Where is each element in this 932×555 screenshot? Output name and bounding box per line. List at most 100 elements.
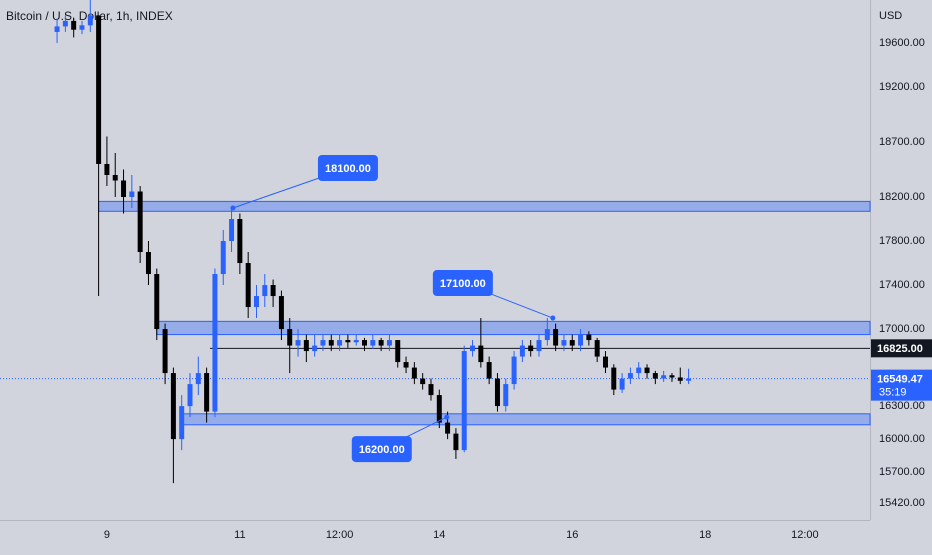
candle-body [345, 340, 351, 343]
candle-body [278, 296, 284, 330]
candle [362, 337, 368, 352]
x-tick-label: 14 [433, 529, 445, 541]
candle [586, 331, 592, 346]
candle-body [569, 340, 575, 346]
candle [79, 20, 85, 35]
candle [295, 329, 301, 357]
candle-body [544, 329, 550, 341]
callout-box [432, 270, 493, 297]
candle-body [411, 367, 417, 379]
candle-body [145, 252, 151, 275]
x-tick-label: 18 [699, 529, 711, 541]
candle [345, 334, 351, 348]
candle-body [204, 373, 210, 412]
candle [561, 334, 567, 352]
candle [237, 213, 243, 275]
candle-body [494, 378, 500, 407]
candle-body [478, 345, 484, 363]
candle-body [121, 180, 127, 197]
y-tick-label: 17000.00 [879, 323, 925, 335]
candle [619, 373, 625, 393]
candle-body [287, 329, 293, 346]
candle [370, 334, 376, 349]
candle-body [677, 377, 683, 381]
candle [337, 334, 343, 352]
candle [636, 362, 642, 379]
candle [96, 15, 102, 297]
candle [87, 0, 93, 32]
candle [428, 378, 434, 401]
x-tick-label: 11 [234, 529, 245, 541]
candle [544, 318, 550, 346]
candle-body [137, 191, 143, 253]
candle-body [362, 340, 368, 346]
candle-body [71, 20, 77, 30]
y-tick-label: 15420.00 [879, 497, 925, 509]
candle-body [378, 340, 384, 346]
candle [320, 334, 326, 352]
candle-body [129, 191, 135, 197]
candle-body [619, 378, 625, 390]
candle-body [586, 334, 592, 341]
candle [386, 334, 392, 352]
candle [403, 356, 409, 374]
candle-body [561, 340, 567, 346]
candle [62, 15, 68, 32]
candle [303, 334, 309, 363]
candle-body [237, 219, 243, 264]
candle-body [320, 340, 326, 346]
candle [71, 17, 77, 38]
candle-body [486, 362, 492, 379]
y-tick-label: 17400.00 [879, 279, 925, 291]
candle-body [428, 384, 434, 396]
candle [195, 356, 201, 396]
candle-body [229, 219, 235, 242]
candle [494, 373, 500, 412]
candle [220, 230, 226, 286]
candle [602, 351, 608, 374]
y-tick-label: 17800.00 [879, 235, 925, 247]
candle [212, 268, 218, 418]
candle [54, 18, 60, 43]
y-tick-label: 15700.00 [879, 466, 925, 478]
y-tick-label: 19200.00 [879, 81, 925, 93]
candle [677, 367, 683, 385]
zone [181, 413, 871, 426]
y-tick-label: 18200.00 [879, 191, 925, 203]
candle-body [594, 340, 600, 357]
candle [461, 345, 467, 453]
candle [154, 268, 160, 341]
candle-body [79, 25, 85, 30]
candle-body [627, 373, 633, 379]
candle [661, 370, 667, 382]
candle-body [303, 340, 309, 352]
candle [669, 373, 675, 382]
candle [594, 337, 600, 363]
callout-label: 18100.00 [325, 163, 371, 175]
candle [553, 323, 559, 352]
candle-body [652, 373, 658, 379]
candle-body [328, 340, 334, 346]
callout-box [351, 436, 412, 463]
price-tag-label: 16825.00 [877, 343, 923, 355]
candle-body [386, 340, 392, 346]
candle [652, 370, 658, 385]
candle-body [62, 20, 68, 27]
candle [328, 334, 334, 352]
candle-body [536, 340, 542, 352]
candle-body [436, 395, 442, 423]
candle-body [602, 356, 608, 368]
candle-body [370, 340, 376, 346]
candle [170, 367, 176, 484]
countdown: 35:19 [879, 387, 907, 399]
candle [569, 334, 575, 352]
candle-body [553, 329, 559, 346]
candle-body [154, 274, 160, 330]
callout-label: 17100.00 [440, 278, 486, 290]
callout-label: 16200.00 [359, 444, 405, 456]
candle-body [270, 285, 276, 297]
candle-body [104, 163, 110, 175]
candle-body [162, 329, 168, 374]
candle-body [187, 384, 193, 407]
candle [187, 373, 193, 418]
